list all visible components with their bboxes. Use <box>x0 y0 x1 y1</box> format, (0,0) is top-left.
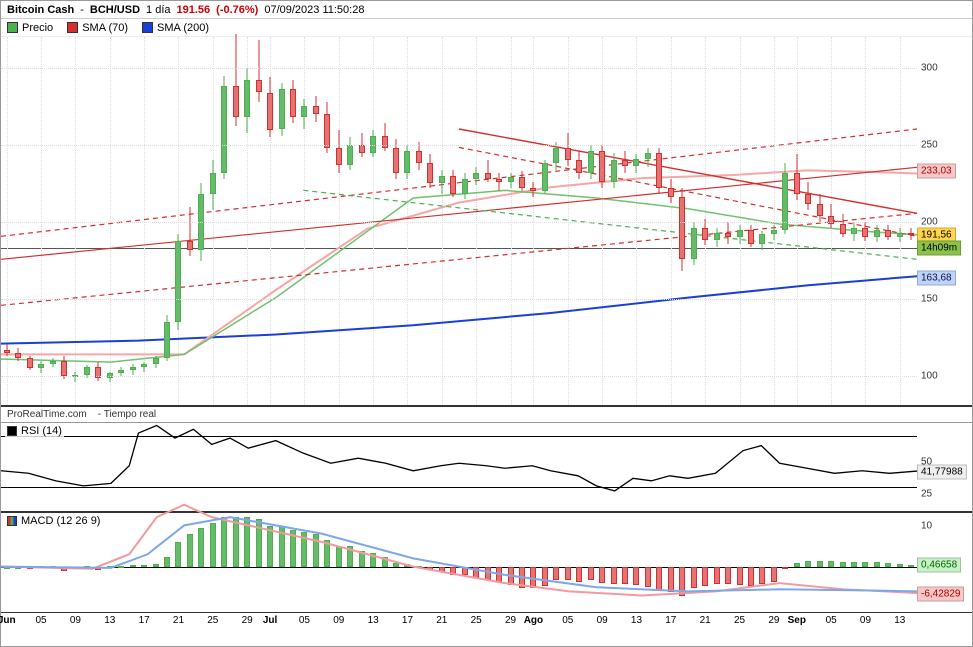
chart-header: Bitcoin Cash - BCH/USD 1 día 191.56 (-0.… <box>1 1 972 19</box>
swatch-icon <box>142 22 153 33</box>
legend: Precio SMA (70) SMA (200) <box>1 19 972 37</box>
x-tick-label: Ago <box>524 615 543 626</box>
x-tick-label: 09 <box>597 615 608 626</box>
watermark: ProRealTime.com - Tiempo real <box>1 407 972 423</box>
macd-title: MACD (12 26 9) <box>5 515 102 527</box>
pct-change: (-0.76%) <box>216 4 258 16</box>
y-tick-label: 300 <box>921 62 938 73</box>
x-tick-label: 21 <box>700 615 711 626</box>
legend-sma70[interactable]: SMA (70) <box>67 22 128 34</box>
y-tick-label: 100 <box>921 371 938 382</box>
instrument-pair: BCH/USD <box>90 4 140 16</box>
x-tick-label: 29 <box>505 615 516 626</box>
x-tick-label: 05 <box>826 615 837 626</box>
x-tick-label: 05 <box>36 615 47 626</box>
y-tick-label: 150 <box>921 294 938 305</box>
price-tag: 233,03 <box>917 164 956 179</box>
x-tick-label: Jul <box>263 615 277 626</box>
x-tick-label: 05 <box>299 615 310 626</box>
last-price: 191.56 <box>177 4 211 16</box>
legend-sma200[interactable]: SMA (200) <box>142 22 209 34</box>
x-tick-label: 25 <box>734 615 745 626</box>
x-tick-label: 17 <box>665 615 676 626</box>
swatch-icon <box>7 516 17 526</box>
time-axis: Jun 05 09 13 17 21 25 29 Jul 05 09 13 17 21 25 29 Ago 05 0… <box>1 613 972 631</box>
price-panel[interactable]: 100150200250300233,03191,5614h09m163,68 <box>1 37 972 407</box>
x-tick-label: 17 <box>139 615 150 626</box>
x-tick-label: 09 <box>333 615 344 626</box>
y-tick-label: 25 <box>921 488 932 499</box>
x-tick-label: 13 <box>631 615 642 626</box>
x-tick-label: 21 <box>173 615 184 626</box>
price-tag: 14h09m <box>917 241 961 256</box>
macd-value-tag: -6,42829 <box>917 586 964 601</box>
x-tick-label: 13 <box>368 615 379 626</box>
rsi-title: RSI (14) <box>5 425 64 437</box>
x-tick-label: 21 <box>436 615 447 626</box>
rsi-value-tag: 41,77988 <box>917 465 967 480</box>
swatch-icon <box>7 22 18 33</box>
x-tick-label: 25 <box>207 615 218 626</box>
legend-precio[interactable]: Precio <box>7 22 53 34</box>
x-tick-label: 13 <box>894 615 905 626</box>
x-tick-label: Jun <box>0 615 16 626</box>
y-tick-label: 200 <box>921 217 938 228</box>
timestamp: 07/09/2023 11:50:28 <box>264 4 364 16</box>
macd-value-tag: 0,46658 <box>917 558 961 573</box>
x-tick-label: Sep <box>788 615 806 626</box>
x-tick-label: 13 <box>104 615 115 626</box>
x-tick-label: 25 <box>471 615 482 626</box>
x-tick-label: 17 <box>402 615 413 626</box>
x-tick-label: 09 <box>860 615 871 626</box>
x-tick-label: 09 <box>70 615 81 626</box>
swatch-icon <box>67 22 78 33</box>
x-tick-label: 29 <box>768 615 779 626</box>
x-tick-label: 05 <box>562 615 573 626</box>
swatch-icon <box>7 426 17 436</box>
y-tick-label: 250 <box>921 139 938 150</box>
y-tick-label: 10 <box>921 520 932 531</box>
timeframe-label: 1 día <box>146 4 170 16</box>
instrument-name: Bitcoin Cash <box>7 4 74 16</box>
rsi-panel[interactable]: RSI (14) 255041,77988 <box>1 423 972 513</box>
macd-panel[interactable]: MACD (12 26 9) 1000,46658-6,42829 <box>1 513 972 613</box>
x-tick-label: 29 <box>242 615 253 626</box>
price-tag: 163,68 <box>917 270 956 285</box>
